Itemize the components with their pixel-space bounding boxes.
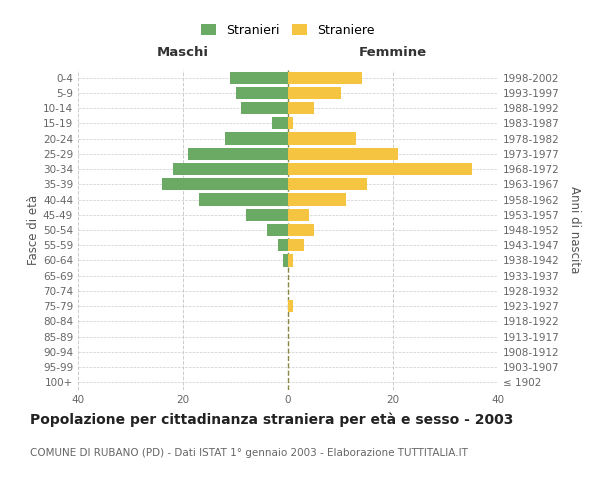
Bar <box>241 102 288 114</box>
Bar <box>288 224 314 236</box>
Text: Femmine: Femmine <box>359 46 427 60</box>
Bar <box>225 132 288 144</box>
Legend: Stranieri, Straniere: Stranieri, Straniere <box>196 18 380 42</box>
Y-axis label: Fasce di età: Fasce di età <box>27 195 40 265</box>
Bar <box>288 178 367 190</box>
Bar <box>288 300 293 312</box>
Bar <box>199 194 288 205</box>
Bar <box>277 239 288 252</box>
Bar <box>288 148 398 160</box>
Bar <box>288 72 361 84</box>
Bar <box>288 194 346 205</box>
Bar <box>272 117 288 130</box>
Bar <box>288 87 341 99</box>
Bar <box>288 208 309 221</box>
Bar <box>162 178 288 190</box>
Bar <box>288 254 293 266</box>
Bar <box>283 254 288 266</box>
Bar <box>288 102 314 114</box>
Bar <box>173 163 288 175</box>
Bar <box>188 148 288 160</box>
Bar <box>230 72 288 84</box>
Text: Popolazione per cittadinanza straniera per età e sesso - 2003: Popolazione per cittadinanza straniera p… <box>30 412 514 427</box>
Bar <box>235 87 288 99</box>
Bar <box>267 224 288 236</box>
Bar <box>288 163 472 175</box>
Bar <box>288 239 304 252</box>
Bar <box>246 208 288 221</box>
Y-axis label: Anni di nascita: Anni di nascita <box>568 186 581 274</box>
Text: COMUNE DI RUBANO (PD) - Dati ISTAT 1° gennaio 2003 - Elaborazione TUTTITALIA.IT: COMUNE DI RUBANO (PD) - Dati ISTAT 1° ge… <box>30 448 468 458</box>
Bar <box>288 132 356 144</box>
Bar <box>288 117 293 130</box>
Text: Maschi: Maschi <box>157 46 209 60</box>
